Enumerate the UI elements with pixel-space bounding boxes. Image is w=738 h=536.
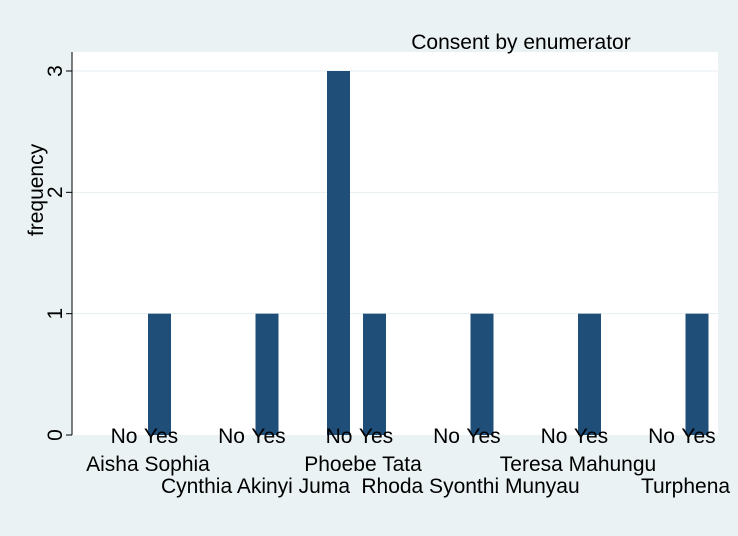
x-labels: No Yes Aisha Sophia No Yes Cynthia Akinyi Jum… — [86, 425, 730, 498]
gridlines — [72, 70, 718, 315]
category-label: No — [541, 425, 568, 448]
bar-yes — [685, 313, 709, 435]
y-axis-label: frequency — [25, 143, 48, 236]
group-label: Teresa Mahungu — [500, 453, 656, 476]
category-label: Yes — [466, 425, 500, 448]
category-label: No — [111, 425, 138, 448]
bar-no — [327, 71, 350, 435]
group-label: Phoebe Tata — [304, 453, 422, 476]
y-ticks: 0 1 2 3 — [44, 65, 72, 441]
y-tick-label: 3 — [44, 65, 67, 77]
bar-yes — [148, 313, 171, 435]
group-label: Turphena — [641, 475, 730, 498]
bar-yes — [255, 313, 279, 435]
bar-yes — [363, 313, 386, 435]
bar-yes — [470, 313, 494, 435]
group-label: Cynthia Akinyi Juma — [161, 475, 350, 498]
category-label: Yes — [574, 425, 608, 448]
y-tick-label: 2 — [44, 186, 67, 198]
group-label: Aisha Sophia — [86, 453, 210, 476]
category-label: No — [648, 425, 675, 448]
plot-area — [72, 52, 718, 435]
category-label: Yes — [251, 425, 285, 448]
y-tick-label: 0 — [44, 429, 67, 441]
y-tick-label: 1 — [44, 308, 67, 320]
bars — [148, 71, 709, 435]
group-label: Rhoda Syonthi Munyau — [361, 475, 579, 498]
category-label: Yes — [144, 425, 178, 448]
category-label: No — [433, 425, 460, 448]
category-label: No — [326, 425, 353, 448]
category-label: Yes — [359, 425, 393, 448]
category-label: No — [218, 425, 245, 448]
chart-title: Consent by enumerator — [411, 31, 630, 54]
bar-yes — [578, 313, 601, 435]
category-label: Yes — [681, 425, 715, 448]
